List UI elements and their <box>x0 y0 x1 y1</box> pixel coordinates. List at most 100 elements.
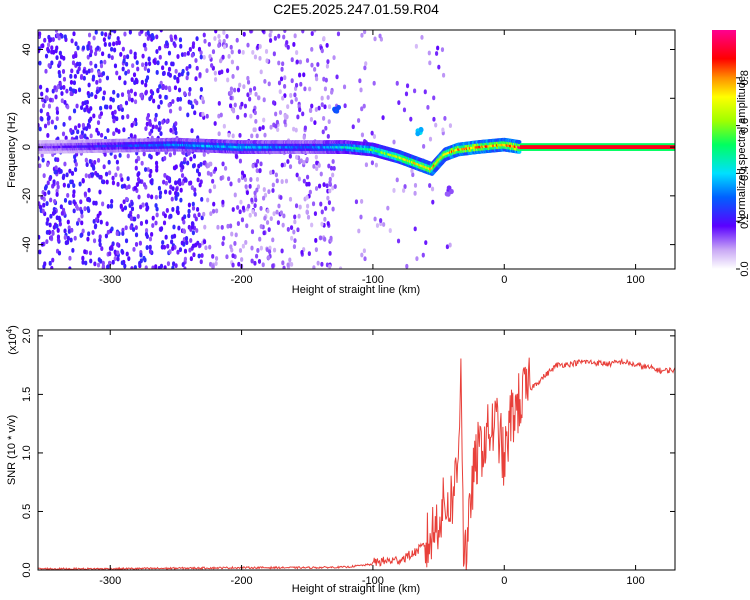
heatmap-noise-cell <box>168 108 173 114</box>
spectrogram-y-tick-label: 0 <box>21 144 33 150</box>
heatmap-noise-cell <box>191 230 195 236</box>
heatmap-noise-cell <box>66 193 70 198</box>
heatmap-noise-cell <box>77 66 81 72</box>
heatmap-noise-cell <box>126 114 130 119</box>
heatmap-noise-cell <box>430 186 435 192</box>
heatmap-noise-cell <box>320 261 324 267</box>
heatmap-noise-cell <box>46 116 50 122</box>
heatmap-noise-cell <box>158 45 162 51</box>
heatmap-noise-cell <box>302 178 306 184</box>
heatmap-noise-cell <box>269 124 273 130</box>
heatmap-noise-cell <box>100 31 104 37</box>
heatmap-noise-cell <box>288 257 292 263</box>
heatmap-noise-cell <box>322 116 326 121</box>
heatmap-noise-cell <box>227 53 231 59</box>
heatmap-noise-cell <box>73 235 77 241</box>
heatmap-noise-cell <box>103 42 107 47</box>
heatmap-noise-cell <box>331 172 335 178</box>
heatmap-noise-cell <box>250 258 254 264</box>
heatmap-noise-cell <box>158 84 162 89</box>
heatmap-noise-cell <box>413 190 417 196</box>
heatmap-noise-cell <box>228 103 233 109</box>
heatmap-noise-cell <box>154 264 158 269</box>
heatmap-noise-cell <box>194 216 198 222</box>
heatmap-noise-cell <box>279 210 283 216</box>
heatmap-noise-cell <box>239 199 243 205</box>
heatmap-noise-cell <box>183 157 187 162</box>
heatmap-noise-cell <box>237 261 241 267</box>
heatmap-noise-cell <box>83 206 87 212</box>
heatmap-noise-cell <box>75 103 79 109</box>
heatmap-noise-cell <box>98 86 102 92</box>
heatmap-noise-cell <box>259 69 263 75</box>
heatmap-noise-cell <box>237 49 241 55</box>
heatmap-noise-cell <box>233 102 237 108</box>
heatmap-noise-cell <box>130 201 134 207</box>
heatmap-noise-cell <box>148 244 152 250</box>
heatmap-noise-cell <box>305 195 309 200</box>
heatmap-noise-cell <box>162 244 167 250</box>
heatmap-noise-cell <box>75 135 79 141</box>
heatmap-noise-cell <box>151 223 155 228</box>
heatmap-noise-cell <box>161 65 165 71</box>
heatmap-noise-cell <box>307 251 311 257</box>
heatmap-noise-cell <box>273 35 277 41</box>
heatmap-noise-cell <box>235 37 239 43</box>
heatmap-noise-cell <box>281 95 285 101</box>
heatmap-noise-cell <box>275 178 279 184</box>
heatmap-noise-cell <box>253 211 258 217</box>
heatmap-feature-cell <box>415 131 421 137</box>
heatmap-noise-cell <box>108 251 112 257</box>
heatmap-noise-cell <box>99 219 103 225</box>
heatmap-noise-cell <box>132 246 136 252</box>
heatmap-noise-cell <box>403 184 407 189</box>
heatmap-noise-cell <box>283 119 287 125</box>
heatmap-noise-cell <box>205 113 209 119</box>
heatmap-noise-cell <box>46 42 51 48</box>
heatmap-noise-cell <box>200 96 205 102</box>
heatmap-noise-cell <box>215 208 219 214</box>
heatmap-noise-cell <box>81 259 85 265</box>
heatmap-noise-cell <box>56 184 60 190</box>
heatmap-noise-cell <box>151 265 155 269</box>
heatmap-noise-cell <box>359 214 363 220</box>
heatmap-noise-cell <box>330 89 334 95</box>
heatmap-noise-cell <box>97 257 101 263</box>
heatmap-noise-cell <box>68 266 72 269</box>
heatmap-noise-cell <box>69 80 74 85</box>
heatmap-noise-cell <box>281 222 285 228</box>
heatmap-noise-cell <box>441 127 445 133</box>
heatmap-noise-cell <box>167 85 172 91</box>
heatmap-noise-cell <box>114 127 119 133</box>
heatmap-noise-cell <box>105 179 109 185</box>
heatmap-noise-cell <box>61 69 66 74</box>
heatmap-noise-cell <box>189 180 193 186</box>
heatmap-noise-cell <box>62 76 67 82</box>
heatmap-noise-cell <box>133 265 137 269</box>
heatmap-noise-cell <box>189 100 193 106</box>
heatmap-noise-cell <box>144 82 148 88</box>
heatmap-noise-cell <box>258 126 262 132</box>
heatmap-noise-cell <box>148 236 153 242</box>
heatmap-noise-cell <box>298 59 303 65</box>
heatmap-noise-cell <box>280 162 284 168</box>
heatmap-noise-cell <box>99 105 103 111</box>
heatmap-noise-cell <box>186 112 190 118</box>
heatmap-noise-cell <box>176 78 180 84</box>
heatmap-noise-cell <box>258 44 262 49</box>
heatmap-noise-cell <box>148 131 152 137</box>
heatmap-noise-cell <box>134 225 138 231</box>
heatmap-noise-cell <box>250 133 254 139</box>
heatmap-noise-cell <box>45 239 49 245</box>
heatmap-noise-cell <box>41 157 45 163</box>
heatmap-noise-cell <box>50 265 54 269</box>
colorbar-ticks: 0.0 0.2 0.4 0.6 0.8 <box>736 70 750 277</box>
heatmap-noise-cell <box>192 154 197 159</box>
heatmap-noise-cell <box>83 191 87 197</box>
heatmap-noise-cell <box>180 240 184 246</box>
heatmap-noise-cell <box>40 152 44 158</box>
heatmap-noise-cell <box>405 83 410 89</box>
heatmap-noise-cell <box>38 204 43 210</box>
heatmap-noise-cell <box>185 240 189 245</box>
heatmap-noise-cell <box>40 91 44 97</box>
